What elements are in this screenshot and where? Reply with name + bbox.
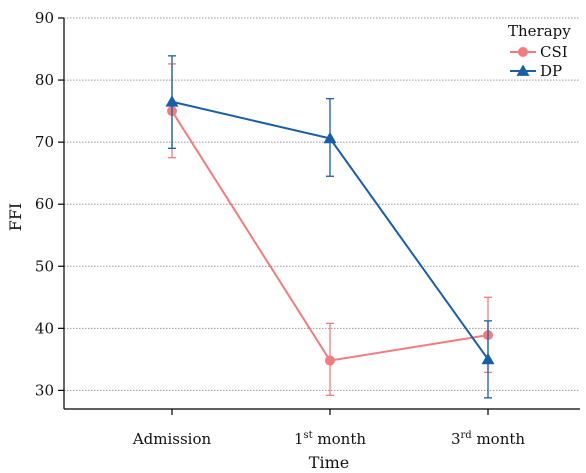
- y-tick-label-50: 50: [35, 257, 54, 275]
- x-tick-label-0: Admission: [132, 430, 212, 448]
- x-tick-label-2: 3rd month: [451, 430, 525, 448]
- data-point-csi-1: [325, 355, 335, 366]
- x-tick-label-1: 1st month: [294, 430, 366, 448]
- y-tick-label-70: 70: [35, 133, 54, 151]
- x-tick-label-base: 1: [294, 430, 304, 448]
- y-tick-label-80: 80: [35, 71, 54, 89]
- axes: [63, 18, 580, 410]
- x-axis-title: Time: [309, 453, 349, 472]
- legend-marker-csi: [518, 47, 528, 57]
- y-tick-label-60: 60: [35, 195, 54, 213]
- x-tick-label-rest: month: [472, 430, 526, 448]
- data-point-dp-0: [165, 95, 179, 107]
- x-tick-label-base: 3: [451, 430, 461, 448]
- legend-title: Therapy: [508, 22, 571, 40]
- y-axis-title: FFI: [6, 203, 25, 232]
- series: [165, 55, 495, 399]
- data-point-dp-1: [323, 131, 337, 144]
- y-tick-label-40: 40: [35, 319, 54, 337]
- legend-marker-dp: [516, 64, 530, 76]
- x-tick-label-rest: month: [313, 430, 367, 448]
- x-tick-label-base: Admission: [132, 430, 212, 448]
- data-point-dp-2: [481, 352, 495, 365]
- x-axis-ticks: Admission 1st month 3rd month: [132, 409, 525, 448]
- gridlines: [64, 17, 580, 391]
- legend-label-csi: CSI: [540, 43, 568, 61]
- y-axis-ticks: 30 40 50 60 70 80 90: [35, 9, 64, 399]
- series-dp: [165, 55, 495, 399]
- x-tick-label-sup: rd: [460, 430, 472, 441]
- legend-label-dp: DP: [540, 62, 562, 80]
- x-tick-label-sup: st: [304, 430, 313, 441]
- y-tick-label-30: 30: [35, 381, 54, 399]
- y-tick-label-90: 90: [35, 9, 54, 27]
